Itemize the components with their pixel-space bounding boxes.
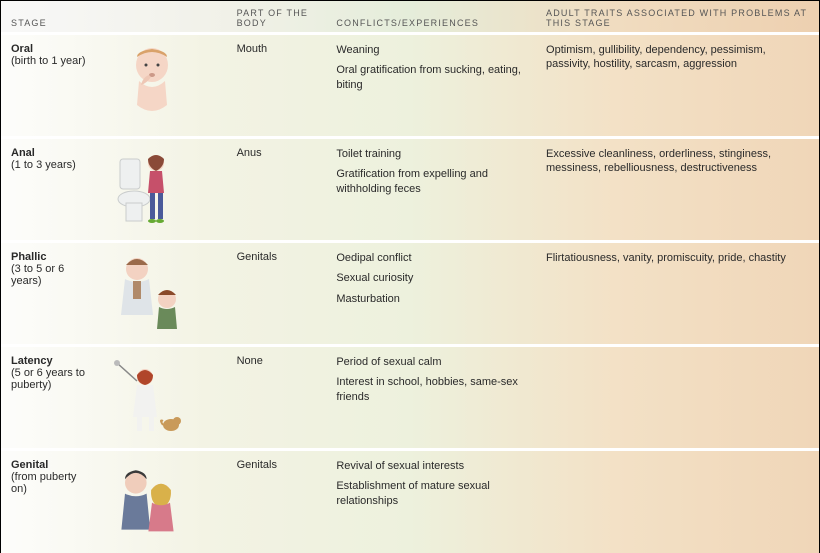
stage-age: (3 to 5 or 6 years): [11, 263, 95, 287]
conflicts-cell: Period of sexual calm Interest in school…: [330, 345, 540, 449]
table-row: Latency (5 or 6 years to puberty) N: [1, 345, 819, 449]
body-part-cell: Genitals: [231, 241, 331, 345]
toddler-toilet-illustration-icon: [107, 147, 197, 227]
stage-label: Phallic (3 to 5 or 6 years): [11, 251, 95, 287]
traits-text: Flirtatiousness, vanity, promiscuity, pr…: [546, 251, 809, 266]
body-part-cell: Mouth: [231, 33, 331, 137]
conflict-item: Period of sexual calm: [336, 355, 534, 370]
parent-child-illustration-icon: [107, 251, 197, 331]
table-header-row: STAGE PART OF THE BODY CONFLICTS/EXPERIE…: [1, 1, 819, 33]
stage-label: Genital (from puberty on): [11, 459, 95, 495]
conflict-item: Establishment of mature sexual relations…: [336, 479, 534, 509]
traits-cell: Flirtatiousness, vanity, promiscuity, pr…: [540, 241, 819, 345]
child-playing-illustration-icon: [107, 355, 197, 435]
conflict-item: Sexual curiosity: [336, 271, 534, 286]
table-row: Genital (from puberty on) Genitals Reviv…: [1, 449, 819, 553]
col-header-traits: ADULT TRAITS ASSOCIATED WITH PROBLEMS AT…: [540, 1, 819, 33]
stage-age: (5 or 6 years to puberty): [11, 367, 95, 391]
traits-cell: [540, 345, 819, 449]
traits-text: Optimism, gullibility, dependency, pessi…: [546, 43, 809, 73]
stage-name: Anal: [11, 147, 35, 159]
stage-name: Oral: [11, 43, 33, 55]
baby-illustration-icon: [107, 43, 197, 123]
stage-age: (1 to 3 years): [11, 159, 95, 171]
body-part-cell: Anus: [231, 137, 331, 241]
table-row: Phallic (3 to 5 or 6 years) Genitals Oed…: [1, 241, 819, 345]
col-header-stage: STAGE: [1, 1, 101, 33]
conflict-item: Oedipal conflict: [336, 251, 534, 266]
conflict-item: Weaning: [336, 43, 534, 58]
stage-name: Genital: [11, 459, 48, 471]
traits-cell: Excessive cleanliness, orderliness, stin…: [540, 137, 819, 241]
col-header-conflicts: CONFLICTS/EXPERIENCES: [330, 1, 540, 33]
conflicts-cell: Toilet training Gratification from expel…: [330, 137, 540, 241]
conflict-item: Oral gratification from sucking, eating,…: [336, 63, 534, 93]
body-part-cell: Genitals: [231, 449, 331, 553]
stage-label: Anal (1 to 3 years): [11, 147, 95, 171]
table-row: Oral (birth to 1 year) Mouth Weaning Ora…: [1, 33, 819, 137]
adult-couple-illustration-icon: [107, 459, 197, 539]
col-header-body: PART OF THE BODY: [231, 1, 331, 33]
stage-age: (birth to 1 year): [11, 55, 95, 67]
stage-label: Latency (5 or 6 years to puberty): [11, 355, 95, 391]
stage-name: Latency: [11, 355, 53, 367]
conflict-item: Gratification from expelling and withhol…: [336, 167, 534, 197]
conflicts-cell: Weaning Oral gratification from sucking,…: [330, 33, 540, 137]
conflicts-cell: Revival of sexual interests Establishmen…: [330, 449, 540, 553]
table-row: Anal (1 to 3 years) Anus Toilet tra: [1, 137, 819, 241]
stage-name: Phallic: [11, 251, 46, 263]
traits-text: Excessive cleanliness, orderliness, stin…: [546, 147, 809, 177]
traits-cell: [540, 449, 819, 553]
body-part-cell: None: [231, 345, 331, 449]
traits-cell: Optimism, gullibility, dependency, pessi…: [540, 33, 819, 137]
conflict-item: Toilet training: [336, 147, 534, 162]
stage-label: Oral (birth to 1 year): [11, 43, 95, 67]
conflict-item: Masturbation: [336, 292, 534, 307]
conflict-item: Revival of sexual interests: [336, 459, 534, 474]
col-header-image: [101, 1, 231, 33]
conflict-item: Interest in school, hobbies, same-sex fr…: [336, 375, 534, 405]
conflicts-cell: Oedipal conflict Sexual curiosity Mastur…: [330, 241, 540, 345]
psychosexual-stages-table: STAGE PART OF THE BODY CONFLICTS/EXPERIE…: [1, 1, 819, 553]
stage-age: (from puberty on): [11, 471, 95, 495]
